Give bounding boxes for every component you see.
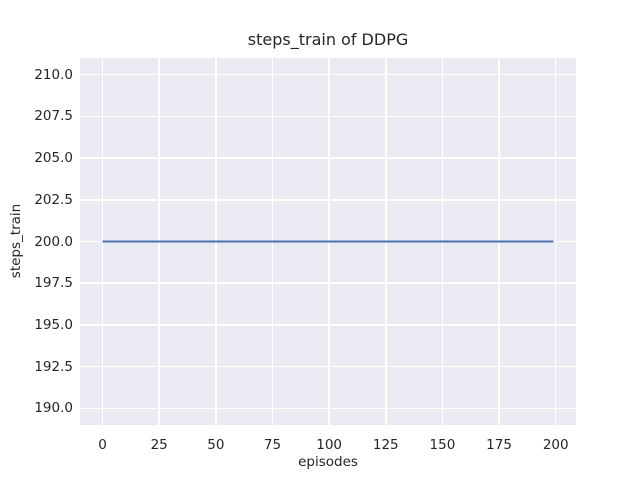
y-tick-label: 190.0 [34, 400, 73, 417]
y-gridline [80, 324, 576, 326]
y-gridline [80, 115, 576, 118]
x-tick-label: 75 [263, 437, 282, 453]
x-tick-label: 175 [486, 437, 512, 453]
y-tick-label: 200.0 [34, 233, 73, 250]
y-gridline [80, 365, 576, 368]
y-axis-label: steps_train [8, 203, 24, 279]
y-tick-label: 207.5 [34, 108, 73, 125]
plot-area [80, 58, 576, 425]
y-gridline [80, 199, 576, 201]
x-tick-label: 0 [98, 437, 107, 453]
y-tick-label: 197.5 [34, 275, 73, 292]
y-gridline [80, 73, 576, 76]
x-tick-label: 100 [316, 437, 343, 453]
y-gridline [80, 282, 576, 284]
x-axis-label: episodes [298, 454, 358, 470]
y-gridline [80, 407, 576, 410]
chart-title: steps_train of DDPG [247, 30, 409, 49]
y-gridline [80, 157, 576, 159]
x-tick-label: 125 [372, 437, 399, 453]
x-tick-label: 150 [429, 437, 456, 453]
y-tick-label: 205.0 [34, 150, 73, 167]
y-tick-label: 202.5 [34, 191, 73, 208]
y-tick-label: 192.5 [34, 358, 73, 375]
series-plot [102, 240, 554, 243]
x-tick-label: 25 [150, 437, 168, 453]
y-tick-label: 210.0 [34, 66, 73, 83]
y-tick-label: 195.0 [34, 316, 73, 333]
x-tick-label: 200 [542, 437, 569, 453]
x-tick-label: 50 [207, 437, 225, 453]
